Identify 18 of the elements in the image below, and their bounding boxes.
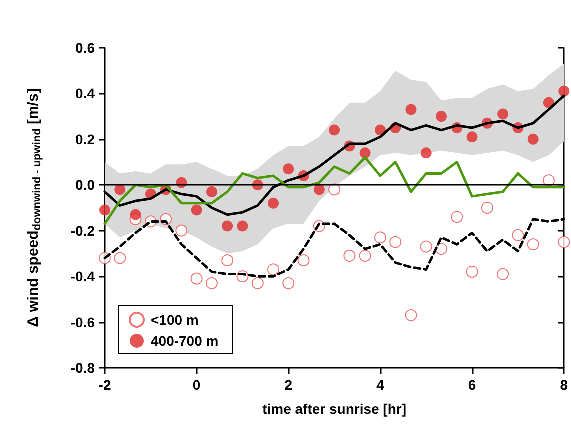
x-tick-label: 4 <box>376 377 385 393</box>
x-tick-label: 8 <box>560 377 568 393</box>
y-tick-label: -0.2 <box>70 222 96 239</box>
y-tick-label: -0.6 <box>70 314 96 330</box>
x-axis-title: time after sunrise [hr] <box>262 401 407 417</box>
x-tick-label: -2 <box>98 377 112 393</box>
y-axis-title: Δ wind speeddownwind - upwind [m/s] <box>25 88 44 328</box>
y-tick-label: 0.6 <box>76 40 96 56</box>
y-tick-label: -0.4 <box>70 268 96 285</box>
legend-label: 400-700 m <box>151 333 219 349</box>
y-tick-label: 0.0 <box>76 177 96 194</box>
x-tick-label: 6 <box>468 377 476 393</box>
legend-label: <100 m <box>151 312 199 328</box>
x-tick-label: 0 <box>192 377 201 393</box>
y-tick-label: -0.8 <box>70 360 96 376</box>
y-tick-label: 0.2 <box>76 131 96 148</box>
x-tick-label: 2 <box>284 377 293 393</box>
y-tick-label: 0.4 <box>76 86 96 102</box>
